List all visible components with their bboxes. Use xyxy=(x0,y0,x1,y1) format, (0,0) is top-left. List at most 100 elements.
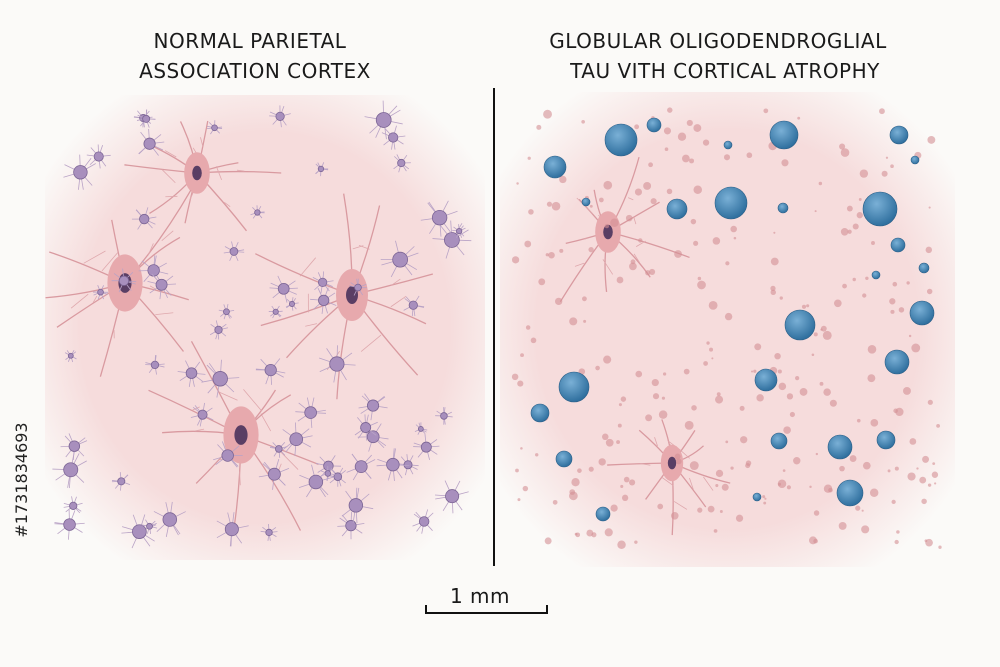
glia xyxy=(348,498,364,513)
tau-globule xyxy=(595,506,611,522)
dendrite-branch xyxy=(224,202,231,208)
speckle xyxy=(595,365,600,371)
speckle xyxy=(909,438,917,445)
speckle xyxy=(682,154,690,163)
speckle xyxy=(773,231,776,234)
speckle xyxy=(634,188,643,196)
speckle xyxy=(625,214,633,222)
dendrite-branch xyxy=(358,245,370,250)
tau-globule xyxy=(604,123,638,157)
tau-globule xyxy=(862,191,898,227)
speckle xyxy=(847,229,852,234)
speckle xyxy=(926,288,933,295)
dendrite-branch xyxy=(239,471,241,486)
nucleus xyxy=(234,425,248,445)
speckle xyxy=(693,124,702,132)
left-title-line-2: ASSOCIATION CORTEX xyxy=(139,59,371,83)
glia xyxy=(143,137,156,150)
speckle xyxy=(846,205,853,212)
speckle xyxy=(927,483,932,487)
speckle xyxy=(645,414,653,422)
speckle xyxy=(865,276,869,280)
speckle xyxy=(671,512,679,520)
glia xyxy=(267,467,281,481)
speckle xyxy=(598,197,604,203)
speckle xyxy=(651,378,659,387)
speckle xyxy=(840,148,850,157)
speckle xyxy=(604,528,613,537)
glia xyxy=(289,432,304,447)
speckle xyxy=(658,410,668,419)
speckle xyxy=(535,453,539,457)
speckle xyxy=(693,240,699,246)
speckle xyxy=(793,457,801,465)
glia xyxy=(132,524,147,539)
speckle xyxy=(907,472,916,481)
speckle xyxy=(764,497,767,500)
speckle xyxy=(686,119,693,127)
speckle xyxy=(530,337,537,344)
speckle xyxy=(890,164,894,169)
dendrite-branch xyxy=(147,243,154,256)
speckle xyxy=(781,159,789,167)
glia xyxy=(392,251,409,268)
glia xyxy=(264,363,277,377)
speckle xyxy=(598,458,606,466)
dendrite-branch xyxy=(654,437,658,447)
speckle xyxy=(783,426,791,434)
nucleus xyxy=(346,286,358,304)
glia xyxy=(97,288,104,296)
dendrite-branch xyxy=(195,428,205,432)
speckle xyxy=(839,143,846,150)
glia xyxy=(360,422,372,433)
tau-globule xyxy=(752,492,762,502)
glia xyxy=(323,460,334,472)
tau-globule xyxy=(770,432,788,450)
speckle xyxy=(623,476,630,483)
speckle xyxy=(869,488,879,498)
glia xyxy=(354,283,362,292)
tau-globule xyxy=(543,155,567,179)
speckle xyxy=(666,188,673,195)
dendrite-branch xyxy=(635,240,646,247)
glia xyxy=(212,371,228,387)
speckle xyxy=(819,381,824,386)
speckle xyxy=(894,539,899,545)
speckle xyxy=(840,228,849,236)
glia xyxy=(150,360,160,370)
speckle xyxy=(524,240,532,248)
glia xyxy=(221,449,234,462)
speckle xyxy=(756,394,764,402)
speckle xyxy=(774,352,781,360)
speckle xyxy=(723,154,731,161)
glia xyxy=(408,300,418,310)
dendrite-branch xyxy=(633,253,640,263)
speckle xyxy=(820,325,827,332)
tau-globule xyxy=(876,430,896,450)
speckle xyxy=(856,212,863,219)
speckle xyxy=(620,396,627,402)
tau-globule xyxy=(581,197,591,207)
dendrite-branch xyxy=(627,197,634,201)
speckle xyxy=(661,396,666,400)
speckle xyxy=(702,139,710,146)
glia xyxy=(375,112,392,128)
speckle xyxy=(721,483,729,491)
speckle xyxy=(786,485,791,490)
speckle xyxy=(690,218,697,225)
speckle xyxy=(936,424,940,428)
speckle xyxy=(724,312,733,321)
speckle xyxy=(629,262,637,271)
speckle xyxy=(691,405,697,411)
speckle xyxy=(603,180,613,190)
speckle xyxy=(697,507,703,513)
speckle xyxy=(545,253,549,257)
tau-globule xyxy=(777,202,789,214)
dendrite-branch xyxy=(215,166,222,181)
speckle xyxy=(730,466,734,470)
speckle xyxy=(544,537,552,545)
speckle xyxy=(581,119,585,124)
speckle xyxy=(511,373,519,381)
speckle xyxy=(618,403,622,407)
speckle xyxy=(782,469,786,472)
